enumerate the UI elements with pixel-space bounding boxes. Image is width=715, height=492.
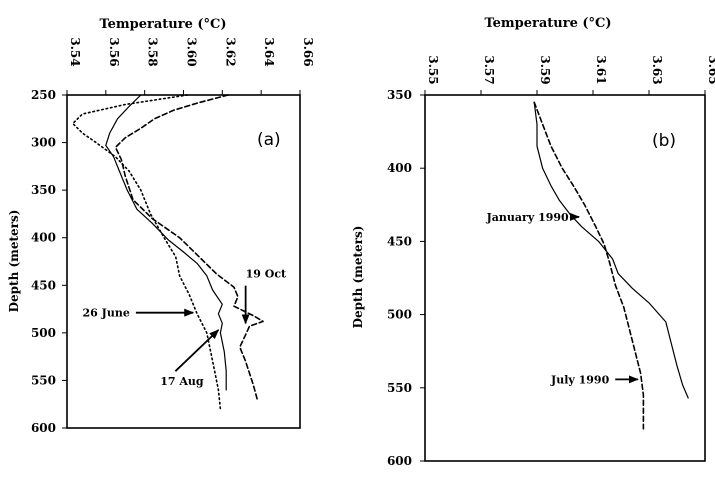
panel-b-x-ticks: 3.55 3.57 3.59 3.61 3.63 3.65: [424, 55, 715, 95]
panel-a-label: (a): [257, 130, 281, 150]
y-tick-label: 450: [387, 234, 412, 248]
y-tick-label: 350: [387, 88, 412, 102]
series-line-dotted: [72, 94, 222, 410]
x-tick-label: 3.62: [223, 37, 237, 66]
y-tick-label: 500: [31, 326, 56, 340]
y-tick-label: 350: [31, 183, 56, 197]
x-tick-label: 3.59: [538, 55, 552, 84]
panel-b-series-group: [533, 101, 689, 430]
x-tick-label: 3.56: [107, 37, 121, 66]
panel-a-plot-frame: [66, 94, 301, 429]
y-tick-label: 600: [31, 421, 56, 435]
x-tick-label: 3.54: [68, 37, 82, 66]
x-tick-label: 3.65: [706, 55, 715, 84]
x-tick-label: 3.57: [482, 55, 496, 84]
x-tick-label: 3.66: [301, 37, 315, 66]
panel-b-plot-frame: [424, 94, 706, 462]
y-tick-label: 250: [31, 88, 56, 102]
panel-a-series-group: [72, 94, 264, 410]
panel-b-annotations: January 1990 July 1990: [486, 211, 639, 386]
series-line-july-1990: [533, 101, 645, 430]
x-tick-label: 3.64: [262, 37, 276, 66]
annotation-label: 19 Oct: [246, 268, 287, 281]
y-tick-label: 450: [31, 278, 56, 292]
panel-a-title: Temperature (°C): [99, 17, 226, 32]
annotation-label: July 1990: [550, 373, 610, 386]
panel-b-y-axis-label: Depth (meters): [351, 226, 365, 329]
series-line-solid: [105, 94, 227, 391]
x-tick-label: 3.61: [594, 55, 608, 84]
y-tick-label: 500: [387, 308, 412, 322]
y-tick-label: 600: [387, 454, 412, 468]
y-tick-label: 400: [31, 231, 56, 245]
panel-a-x-ticks: 3.54 3.56 3.58 3.60 3.62 3.64 3.66: [66, 37, 315, 95]
series-line-dashed: [114, 94, 264, 401]
panel-b-title: Temperature (°C): [484, 16, 611, 31]
y-tick-label: 400: [387, 161, 412, 175]
annotation-label: 17 Aug: [160, 375, 204, 388]
x-tick-label: 3.63: [650, 55, 664, 84]
x-tick-label: 3.58: [146, 37, 160, 66]
panel-b-label: (b): [652, 131, 676, 151]
x-tick-label: 3.60: [185, 37, 199, 66]
panel-b: Temperature (°C) 3.55 3.57 3.59 3.61 3.63 3.6…: [351, 16, 715, 468]
annotation-arrow: [174, 329, 220, 372]
y-tick-label: 550: [31, 373, 56, 387]
panel-a-annotations: 19 Oct 26 June 17 Aug: [83, 268, 288, 389]
panel-b-y-ticks: 350 400 450 500 550 600: [387, 88, 425, 468]
panel-a: Temperature (°C) 3.54 3.56 3.58 3.60 3.62 3.6…: [7, 17, 315, 435]
x-tick-label: 3.55: [426, 55, 440, 84]
y-tick-label: 300: [31, 136, 56, 150]
annotation-label: January 1990: [486, 211, 569, 224]
y-tick-label: 550: [387, 381, 412, 395]
panel-a-y-axis-label: Depth (meters): [7, 210, 21, 313]
panel-a-y-ticks: 250 300 350 400 450 500 550 600: [31, 88, 67, 435]
annotation-label: 26 June: [83, 307, 130, 320]
